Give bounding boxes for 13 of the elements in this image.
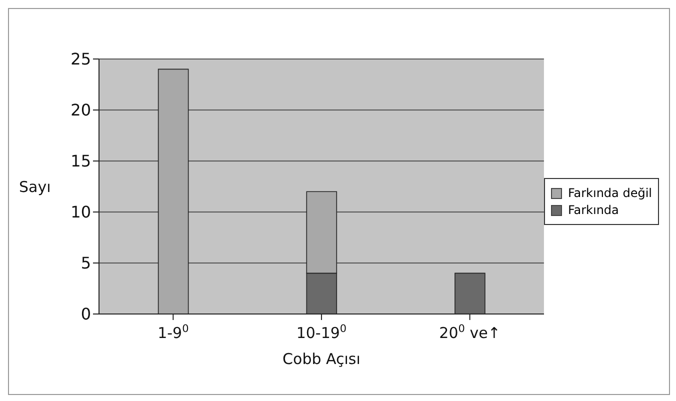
x-tick-label: 20$^{0}$ ve↑ (439, 323, 500, 342)
y-tick-label: 25 (70, 50, 91, 69)
x-tick-label: 10-19$^{0}$ (296, 323, 347, 342)
y-tick-label: 10 (70, 202, 91, 222)
legend-label: Farkında değil (568, 186, 652, 200)
y-tick-label: 5 (80, 254, 91, 273)
x-tick-label: 1-9$^{0}$ (158, 323, 189, 342)
y-tick-label: 20 (70, 100, 91, 120)
x-axis-title: Cobb Açısı (282, 350, 360, 368)
legend-label: Farkında (568, 203, 619, 217)
y-tick-label: 15 (70, 152, 91, 171)
y-tick-label: 0 (80, 304, 91, 324)
y-axis-title: Sayı (19, 178, 51, 196)
